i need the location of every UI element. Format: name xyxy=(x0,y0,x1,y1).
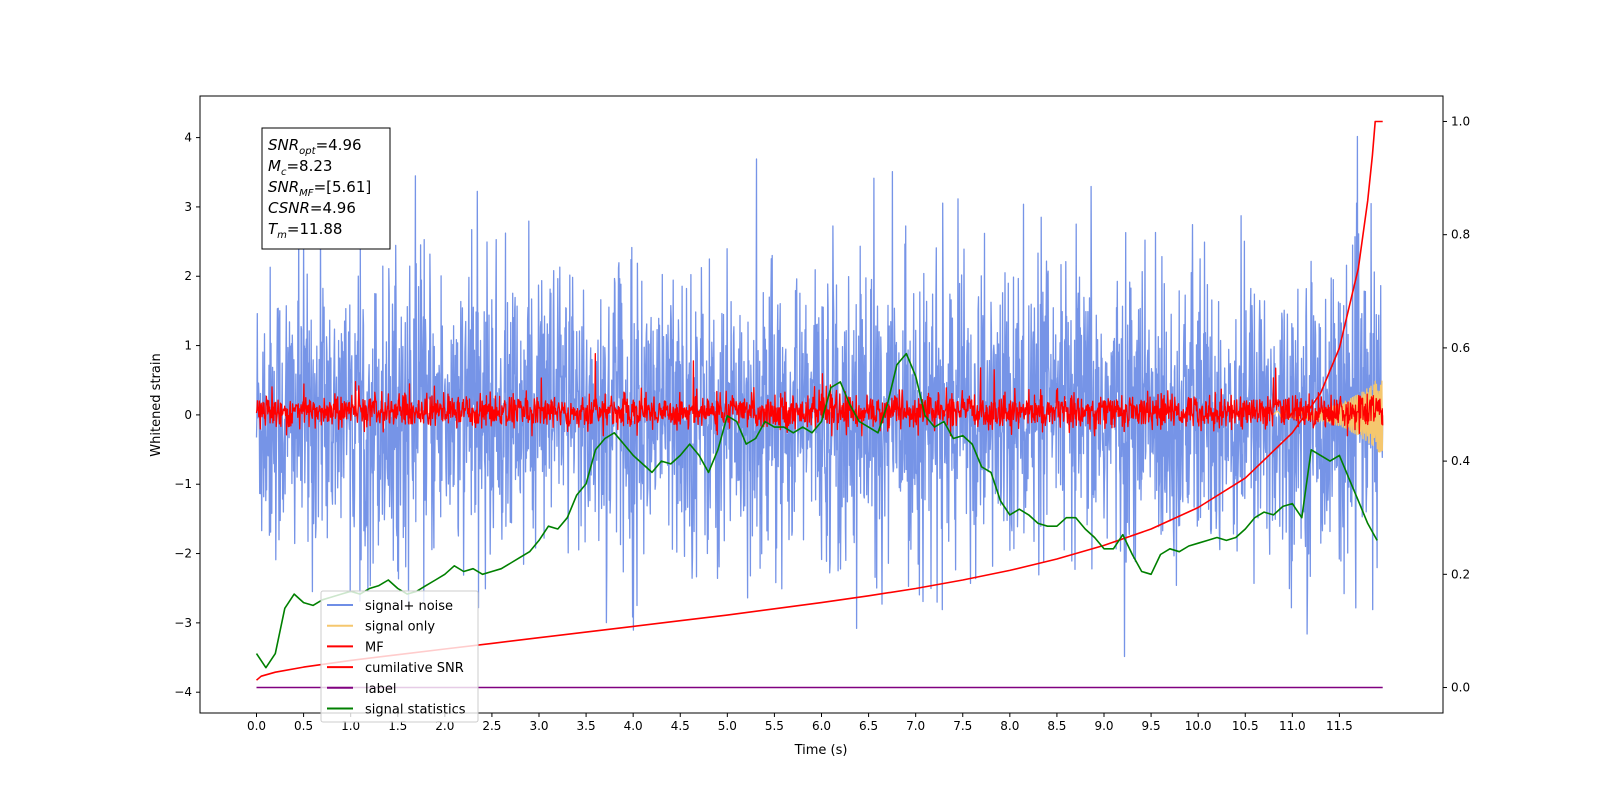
annotation-line: SNRopt=4.96 xyxy=(268,136,362,157)
x-tick-label: 9.5 xyxy=(1142,719,1161,733)
y-axis-left: −4 −3 −2 −1 0 1 2 3 4 xyxy=(174,131,200,699)
x-tick-label: 8.5 xyxy=(1047,719,1066,733)
legend-frame xyxy=(320,590,479,723)
annotation-line: CSNR=4.96 xyxy=(268,199,356,217)
x-tick-label: 10.5 xyxy=(1232,719,1259,733)
y-tick-label: 4 xyxy=(184,131,192,145)
series-mf-line xyxy=(255,352,1384,437)
x-axis: 0.0 0.5 1.0 1.5 2.0 2.5 3.0 3.5 4.0 4.5 5.0 5.5 6.0 6… xyxy=(247,713,1353,733)
legend-label: signal statistics xyxy=(365,703,466,718)
y2-tick-label: 0.6 xyxy=(1451,341,1470,355)
y-tick-label: 2 xyxy=(184,269,192,283)
y2-tick-label: 0.0 xyxy=(1451,681,1470,695)
series-signal-statistics-line xyxy=(255,352,1378,669)
y2-tick-label: 0.2 xyxy=(1451,567,1470,581)
x-tick-label: 5.5 xyxy=(765,719,784,733)
x-tick-label: 11.0 xyxy=(1279,719,1306,733)
annotation-line: Tm=11.88 xyxy=(268,220,342,241)
y-tick-label: −1 xyxy=(174,477,192,491)
x-tick-label: 6.5 xyxy=(859,719,878,733)
x-tick-label: 2.5 xyxy=(482,719,501,733)
x-tick-label: 6.0 xyxy=(812,719,831,733)
x-tick-label: 8.0 xyxy=(1000,719,1019,733)
y2-tick-label: 0.8 xyxy=(1451,228,1470,242)
x-tick-label: 7.0 xyxy=(906,719,925,733)
x-tick-label: 4.5 xyxy=(671,719,690,733)
x-tick-label: 10.0 xyxy=(1185,719,1212,733)
legend: signal+ noise signal only MF cumilative SNR… xyxy=(320,590,479,723)
y-tick-label: −4 xyxy=(174,685,192,699)
series-signal-noise-line xyxy=(255,135,1384,658)
y-tick-label: −2 xyxy=(174,547,192,561)
annotation-frame xyxy=(261,127,391,250)
y-axis-right: 0.0 0.2 0.4 0.6 0.8 1.0 xyxy=(1443,114,1470,695)
y-tick-label: 0 xyxy=(184,408,192,422)
x-tick-label: 4.0 xyxy=(624,719,643,733)
y-tick-label: 3 xyxy=(184,200,192,214)
x-tick-label: 9.0 xyxy=(1094,719,1113,733)
y2-tick-label: 1.0 xyxy=(1451,114,1470,128)
x-tick-label: 5.0 xyxy=(718,719,737,733)
x-tick-label: 3.5 xyxy=(577,719,596,733)
annotation-line: SNRMF=[5.61] xyxy=(268,178,371,199)
legend-label: cumilative SNR xyxy=(365,661,464,676)
y-axis-label: Whitened strain xyxy=(149,353,164,456)
legend-label: label xyxy=(365,682,396,697)
legend-label: signal+ noise xyxy=(365,599,453,614)
x-tick-label: 0.5 xyxy=(294,719,313,733)
x-tick-label: 11.5 xyxy=(1326,719,1353,733)
x-tick-label: 7.5 xyxy=(953,719,972,733)
annotation-line: Mc=8.23 xyxy=(268,157,332,178)
y-tick-label: 1 xyxy=(184,339,192,353)
x-axis-label: Time (s) xyxy=(794,743,848,758)
y2-tick-label: 0.4 xyxy=(1451,454,1470,468)
legend-label: signal only xyxy=(365,620,435,635)
x-tick-label: 3.0 xyxy=(529,719,548,733)
legend-label: MF xyxy=(365,640,384,655)
y-tick-label: −3 xyxy=(174,616,192,630)
x-tick-label: 0.0 xyxy=(247,719,266,733)
